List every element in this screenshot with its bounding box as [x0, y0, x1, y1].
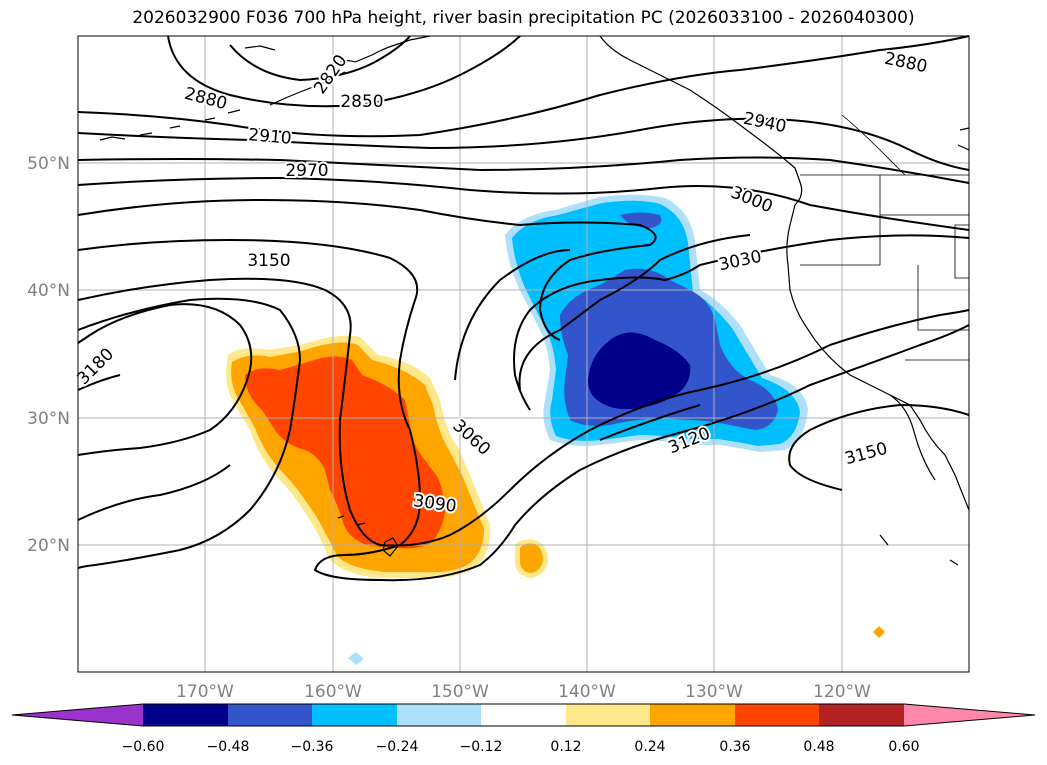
cbar-tick-8: 0.48 [803, 739, 834, 755]
colorbar-swatch-1 [143, 704, 228, 726]
colorbar-swatch-4 [397, 704, 481, 726]
map-frame [77, 35, 970, 673]
lon-label-120w: 120°W [813, 682, 871, 702]
lat-label-50n: 50°N [27, 154, 70, 174]
lon-label-150w: 150°W [431, 682, 489, 702]
map-background [78, 36, 969, 672]
colorbar-swatches [11, 703, 1036, 727]
colorbar-swatch-3 [312, 704, 397, 726]
cbar-tick-3: −0.24 [376, 739, 419, 755]
lon-label-140w: 140°W [558, 682, 616, 702]
cbar-tick-9: 0.60 [888, 739, 919, 755]
map-panel: 50°N 40°N 30°N 20°N 170°W 160°W 150°W 14… [27, 35, 970, 702]
colorbar-swatch-5 [481, 704, 566, 726]
lon-label-130w: 130°W [685, 682, 743, 702]
cbar-tick-0: −0.60 [122, 739, 165, 755]
colorbar-swatch-6 [566, 704, 650, 726]
contour-label-3090: 3090 [412, 491, 458, 517]
map-title: 2026032900 F036 700 hPa height, river ba… [132, 8, 915, 28]
height-contours [77, 35, 970, 582]
lat-label-20n: 20°N [27, 536, 70, 556]
colorbar-swatch-2 [228, 704, 312, 726]
cbar-tick-6: 0.24 [634, 739, 665, 755]
cbar-tick-4: −0.12 [460, 739, 503, 755]
lon-label-160w: 160°W [304, 682, 362, 702]
lon-label-170w: 170°W [176, 682, 234, 702]
colorbar-swatch-9 [819, 704, 904, 726]
lat-label-30n: 30°N [27, 409, 70, 429]
cbar-tick-2: −0.36 [291, 739, 334, 755]
cbar-tick-5: 0.12 [550, 739, 581, 755]
colorbar-swatch-10 [904, 704, 1035, 726]
contour-label-2970: 2970 [285, 161, 328, 181]
colorbar: −0.60 −0.48 −0.36 −0.24 −0.12 0.12 0.24 … [11, 703, 1036, 755]
graticule [78, 36, 969, 672]
colorbar-ticks: −0.60 −0.48 −0.36 −0.24 −0.12 0.12 0.24 … [122, 739, 920, 755]
colorbar-outline [11, 703, 1036, 727]
cbar-tick-1: −0.48 [207, 739, 250, 755]
contour-label-2910: 2910 [247, 125, 292, 149]
negative-precip-region [348, 194, 808, 665]
colorbar-swatch-8 [735, 704, 819, 726]
colorbar-swatch-0 [12, 704, 143, 726]
longitude-labels: 170°W 160°W 150°W 140°W 130°W 120°W [176, 682, 871, 702]
positive-precip-region [226, 335, 885, 638]
latitude-labels: 50°N 40°N 30°N 20°N [27, 154, 70, 556]
contour-label-2850: 2850 [340, 92, 383, 112]
contour-label-3150-west: 3150 [247, 251, 290, 271]
lat-label-40n: 40°N [27, 281, 70, 301]
cbar-tick-7: 0.36 [719, 739, 750, 755]
colorbar-swatch-7 [650, 704, 735, 726]
